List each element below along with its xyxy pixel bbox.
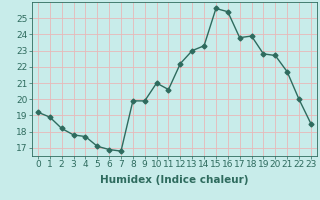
X-axis label: Humidex (Indice chaleur): Humidex (Indice chaleur) [100,175,249,185]
